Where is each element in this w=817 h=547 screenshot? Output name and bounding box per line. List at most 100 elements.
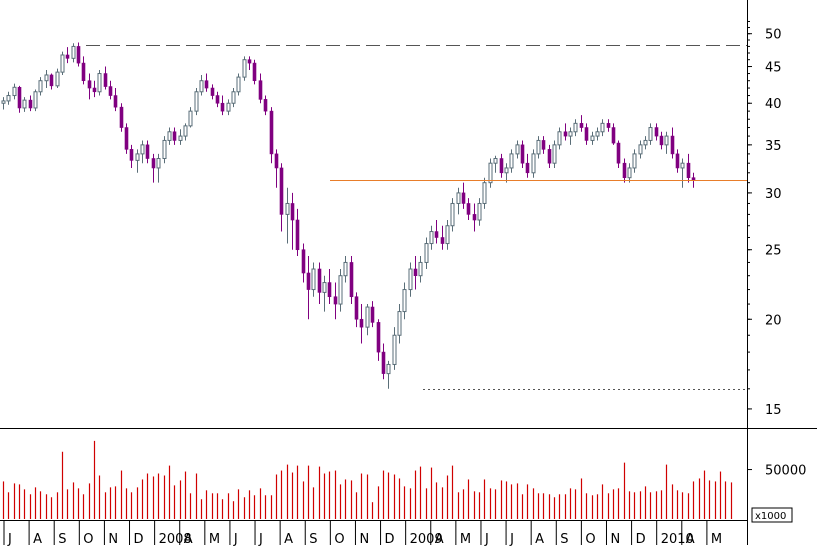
candle-up: [450, 202, 455, 227]
candle-up: [167, 131, 172, 141]
candle-down: [499, 158, 504, 174]
candle-up: [392, 334, 397, 365]
candle-up: [515, 144, 520, 155]
candle-up: [482, 182, 487, 204]
candle-down: [28, 99, 33, 109]
candle-down: [129, 149, 134, 161]
time-tick-label: J: [233, 532, 238, 547]
candle-up: [12, 86, 17, 97]
time-tick-label: D: [134, 532, 144, 547]
time-tick-label: S: [58, 532, 66, 547]
candle-up: [509, 153, 514, 169]
candle-down: [675, 153, 680, 169]
candle-down: [659, 135, 664, 146]
time-tick-label: 2008: [159, 532, 192, 547]
candle-up: [488, 162, 493, 184]
candle-down: [520, 144, 525, 164]
candle-up: [590, 135, 595, 141]
candle-up: [418, 261, 423, 277]
candle-down: [279, 167, 284, 215]
time-tick-label: S: [309, 532, 317, 547]
candle-down: [616, 142, 621, 164]
candle-up: [477, 202, 482, 221]
time-tick-label: O: [585, 532, 595, 547]
candle-up: [408, 268, 413, 291]
candle-up: [22, 99, 27, 109]
candle-up: [97, 73, 102, 93]
time-tick-label: M: [711, 532, 722, 547]
candle-down: [359, 318, 364, 328]
price-tick-label: 30: [765, 187, 782, 202]
candle-down: [579, 123, 584, 128]
candle-up: [664, 135, 669, 146]
candle-up: [71, 45, 76, 59]
time-tick-label: A: [184, 532, 193, 547]
candle-down: [119, 106, 124, 128]
candle-down: [210, 87, 215, 96]
candle-up: [188, 110, 193, 127]
price-tick-label: 35: [765, 139, 782, 154]
candle-up: [504, 167, 509, 174]
candle-down: [247, 59, 252, 64]
time-tick-label: D: [636, 532, 646, 547]
candle-down: [670, 135, 675, 155]
candle-down: [204, 80, 209, 89]
candle-up: [285, 202, 290, 215]
candle-up: [60, 54, 65, 73]
candle-up: [493, 158, 498, 164]
candle-up: [627, 167, 632, 179]
candle-down: [263, 99, 268, 112]
time-tick-label: J: [509, 532, 514, 547]
candle-down: [215, 95, 220, 104]
price-tick-label: 25: [765, 244, 782, 259]
volume-unit-label: x1000: [755, 511, 786, 522]
candle-up: [445, 225, 450, 245]
time-tick-label: A: [686, 532, 695, 547]
candle-up: [1, 100, 6, 104]
candle-up: [531, 153, 536, 174]
candle-down: [654, 127, 659, 137]
candle-up: [44, 74, 49, 82]
candle-down: [611, 127, 616, 144]
candle-up: [231, 91, 236, 104]
time-tick-label: J: [258, 532, 263, 547]
candle-down: [381, 351, 386, 374]
time-tick-label: S: [560, 532, 568, 547]
time-tick-label: N: [108, 532, 118, 547]
candle-down: [258, 80, 263, 100]
candle-up: [194, 91, 199, 112]
time-tick-label: A: [284, 532, 293, 547]
time-tick-label: A: [535, 532, 544, 547]
candle-up: [595, 131, 600, 137]
candle-up: [429, 231, 434, 245]
price-tick-label: 40: [765, 97, 782, 112]
candle-up: [638, 144, 643, 155]
candle-up: [33, 91, 38, 109]
time-tick-label: N: [359, 532, 369, 547]
time-tick-label: O: [83, 532, 93, 547]
candle-down: [295, 219, 300, 251]
price-tick-label: 20: [765, 313, 782, 328]
candle-up: [162, 139, 167, 160]
candle-down: [17, 86, 22, 109]
time-tick-label: A: [33, 532, 42, 547]
candle-down: [541, 140, 546, 150]
candle-down: [466, 203, 471, 215]
candle-up: [643, 139, 648, 146]
candle-down: [584, 127, 589, 141]
candle-down: [172, 131, 177, 141]
candle-up: [183, 125, 188, 137]
candle-up: [424, 243, 429, 263]
candle-down: [525, 162, 530, 174]
candle-up: [6, 95, 11, 102]
candle-down: [65, 54, 70, 59]
volume-unit-box: [751, 507, 793, 523]
time-tick-label: A: [435, 532, 444, 547]
time-tick-label: J: [484, 532, 489, 547]
candle-down: [151, 158, 156, 169]
candle-down: [113, 95, 118, 108]
candle-up: [600, 122, 605, 133]
candle-up: [156, 158, 161, 169]
candle-down: [349, 262, 354, 298]
